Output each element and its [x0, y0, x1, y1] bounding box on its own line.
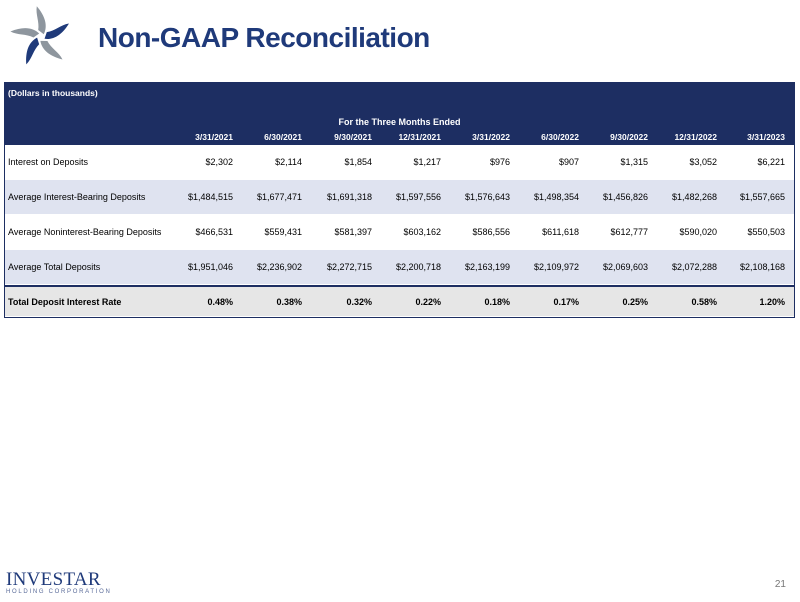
- column-headers: 3/31/2021 6/30/2021 9/30/2021 12/31/2021…: [5, 132, 794, 143]
- table-cell: 0.58%: [691, 297, 717, 307]
- table-cell: $1,597,556: [395, 192, 441, 202]
- table-cell: $1,854: [344, 157, 372, 167]
- table-cell: $2,236,902: [256, 262, 302, 272]
- table-cell: 0.48%: [207, 297, 233, 307]
- table-cell: $1,482,268: [671, 192, 717, 202]
- column-header: 3/31/2022: [472, 132, 510, 142]
- table-cell: $603,162: [403, 227, 441, 237]
- table-row-total-deposit-interest-rate: Total Deposit Interest Rate 0.48% 0.38% …: [5, 285, 794, 317]
- column-header: 12/31/2022: [674, 132, 717, 142]
- table-row-avg-noninterest-bearing: Average Noninterest-Bearing Deposits $46…: [5, 215, 794, 250]
- investar-footer-logo: INVESTAR HOLDING CORPORATION: [6, 569, 112, 595]
- table-row-avg-interest-bearing: Average Interest-Bearing Deposits $1,484…: [5, 180, 794, 215]
- column-header: 6/30/2021: [264, 132, 302, 142]
- table-cell: $612,777: [610, 227, 648, 237]
- table-cell: $2,108,168: [739, 262, 785, 272]
- row-label: Average Interest-Bearing Deposits: [8, 192, 146, 202]
- row-label: Total Deposit Interest Rate: [8, 297, 122, 307]
- table-cell: $1,456,826: [602, 192, 648, 202]
- table-cell: $1,484,515: [187, 192, 233, 202]
- column-header: 6/30/2022: [541, 132, 579, 142]
- table-cell: $2,072,288: [671, 262, 717, 272]
- table-cell: $550,503: [747, 227, 785, 237]
- column-header: 3/31/2023: [747, 132, 785, 142]
- row-label: Interest on Deposits: [8, 157, 89, 167]
- column-header: 3/31/2021: [195, 132, 233, 142]
- table-cell: $2,200,718: [395, 262, 441, 272]
- table-cell: 0.22%: [415, 297, 441, 307]
- table-cell: $586,556: [472, 227, 510, 237]
- footer-logo-name: INVESTAR: [6, 569, 101, 590]
- table-cell: $1,576,643: [464, 192, 510, 202]
- page-title: Non-GAAP Reconciliation: [98, 22, 430, 53]
- table-cell: $1,691,318: [326, 192, 372, 202]
- row-label: Average Total Deposits: [8, 262, 101, 272]
- table-cell: 0.38%: [276, 297, 302, 307]
- page-number: 21: [774, 579, 786, 590]
- table-row-interest-on-deposits: Interest on Deposits $2,302 $2,114 $1,85…: [5, 145, 794, 180]
- table-cell: $590,020: [679, 227, 717, 237]
- table-cell: $2,302: [205, 157, 233, 167]
- table-cell: 0.17%: [553, 297, 579, 307]
- company-star-logo-icon: [10, 6, 69, 65]
- table-cell: 0.32%: [346, 297, 372, 307]
- table-cell: $581,397: [334, 227, 372, 237]
- table-cell: $466,531: [195, 227, 233, 237]
- table-header: (Dollars in thousands) For the Three Mon…: [5, 83, 794, 145]
- table-cell: 0.25%: [622, 297, 648, 307]
- table-cell: $6,221: [757, 157, 785, 167]
- table-cell: $2,272,715: [326, 262, 372, 272]
- table-cell: $1,315: [620, 157, 648, 167]
- table-cell: $1,498,354: [533, 192, 579, 202]
- column-header: 12/31/2021: [398, 132, 441, 142]
- footer-logo-subtitle: HOLDING CORPORATION: [6, 589, 112, 595]
- table-cell: $2,114: [275, 157, 302, 167]
- table-cell: $611,618: [542, 227, 579, 237]
- table-cell: 1.20%: [759, 297, 785, 307]
- units-note: (Dollars in thousands): [8, 88, 98, 98]
- table-cell: $1,217: [413, 157, 441, 167]
- table-row-avg-total-deposits: Average Total Deposits $1,951,046 $2,236…: [5, 250, 794, 285]
- table-cell: $559,431: [264, 227, 302, 237]
- table-cell: $2,069,603: [602, 262, 648, 272]
- table-cell: $3,052: [689, 157, 717, 167]
- row-label: Average Noninterest-Bearing Deposits: [8, 227, 162, 237]
- table-cell: 0.18%: [484, 297, 510, 307]
- table-cell: $1,557,665: [739, 192, 785, 202]
- reconciliation-table: (Dollars in thousands) For the Three Mon…: [4, 82, 795, 318]
- column-header: 9/30/2022: [610, 132, 648, 142]
- table-cell: $2,163,199: [464, 262, 510, 272]
- table-cell: $1,951,046: [187, 262, 233, 272]
- column-header: 9/30/2021: [334, 132, 372, 142]
- table-cell: $976: [489, 157, 510, 167]
- table-cell: $2,109,972: [533, 262, 579, 272]
- table-cell: $1,677,471: [256, 192, 302, 202]
- table-cell: $907: [558, 157, 579, 167]
- period-label: For the Three Months Ended: [338, 117, 461, 127]
